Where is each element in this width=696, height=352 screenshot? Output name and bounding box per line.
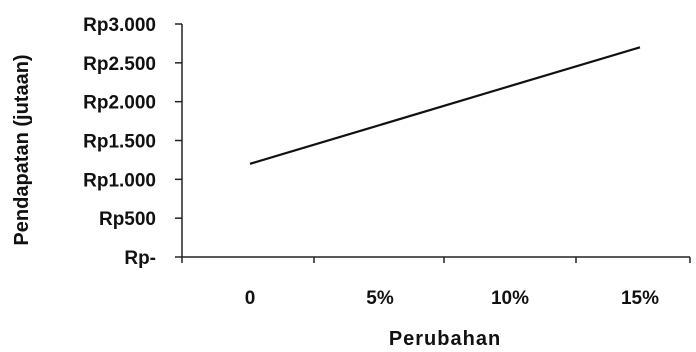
x-axis-ticks [181, 257, 691, 263]
y-tick-label: Rp3.000 [83, 15, 156, 36]
x-tick-label: 10% [491, 288, 529, 309]
y-axis-title: Pendapatan (jutaan) [11, 54, 33, 245]
series-layer [249, 46, 641, 165]
y-tick-label: Rp1.500 [83, 132, 156, 153]
x-tick-label: 15% [621, 288, 659, 309]
y-tick-label: Rp1.000 [83, 170, 156, 191]
x-axis-title: Perubahan [389, 328, 501, 350]
series-line [249, 46, 641, 165]
x-tick-label: 5% [366, 288, 394, 309]
x-tick-label: 0 [245, 288, 256, 309]
y-tick-label: Rp- [124, 248, 156, 269]
y-tick-label: Rp500 [99, 209, 156, 230]
y-tick-label: Rp2.500 [83, 54, 156, 75]
y-tick-label: Rp2.000 [83, 93, 156, 114]
x-axis-tick-labels: 0 5% 10% 15% [245, 288, 659, 309]
y-axis-tick-labels: Rp- Rp500 Rp1.000 Rp1.500 Rp2.000 Rp2.500 Rp3.… [83, 15, 156, 269]
y-axis-ticks [175, 23, 182, 258]
